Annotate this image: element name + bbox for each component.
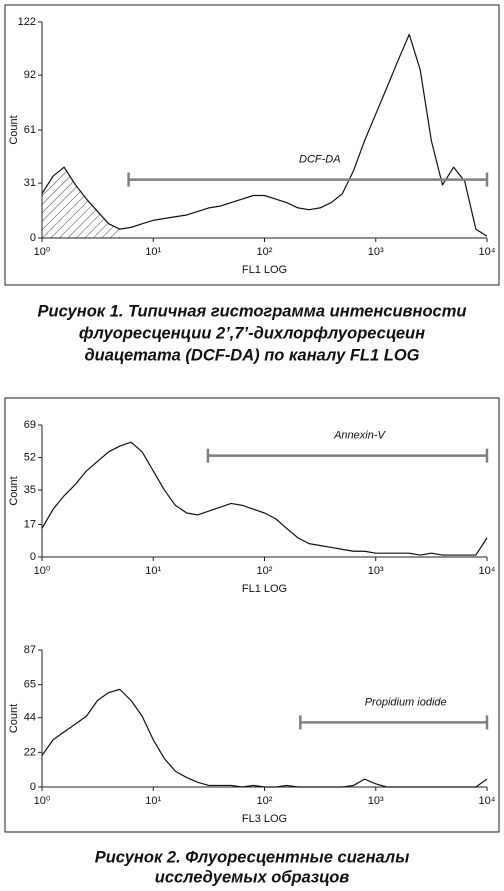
x-tick-label: 10³: [368, 565, 384, 577]
x-tick-label: 10²: [257, 565, 273, 577]
caption: Рисунок 1. Типичная гистограмма интенсив…: [38, 302, 467, 320]
y-tick-label: 0: [30, 232, 36, 244]
histogram-line: [41, 33, 488, 237]
x-tick-label: 10⁰: [34, 795, 51, 807]
y-axis-label: Count: [8, 704, 20, 733]
x-tick-label: 10⁰: [34, 246, 51, 258]
y-tick-label: 35: [24, 484, 36, 496]
y-tick-label: 92: [24, 69, 36, 81]
x-axis-label: FL1 LOG: [242, 583, 287, 595]
caption: диацетата (DCF-DA) по каналу FL1 LOG: [84, 346, 419, 364]
y-tick-label: 65: [24, 679, 36, 691]
y-tick-label: 69: [24, 419, 36, 431]
y-tick-label: 52: [24, 451, 36, 463]
y-axis-label: Count: [8, 115, 20, 144]
histogram-line: [41, 688, 488, 788]
caption: Рисунок 2. Флуоресцентные сигналы: [95, 848, 410, 866]
gate-label: Propidium iodide: [365, 696, 447, 708]
histogram-line: [41, 441, 488, 556]
y-tick-label: 17: [24, 518, 36, 530]
y-tick-label: 22: [24, 746, 36, 758]
y-tick-label: 0: [30, 551, 36, 563]
x-axis-label: FL1 LOG: [242, 264, 287, 276]
y-tick-label: 61: [24, 124, 36, 136]
frame: [4, 4, 500, 286]
x-tick-label: 10⁰: [34, 565, 51, 577]
y-tick-label: 87: [24, 644, 36, 656]
x-tick-label: 10²: [257, 795, 273, 807]
x-tick-label: 10³: [368, 246, 384, 258]
hatched-area: [42, 167, 120, 238]
x-tick-label: 10⁴: [479, 795, 496, 807]
x-tick-label: 10¹: [145, 246, 161, 258]
x-tick-label: 10¹: [145, 795, 161, 807]
caption: флуоресценции 2’,7’-дихлорфлуоресцеин: [79, 324, 425, 342]
x-tick-label: 10³: [368, 795, 384, 807]
y-tick-label: 122: [18, 16, 36, 28]
gate-label: DCF-DA: [299, 153, 341, 165]
gate-label: Annexin-V: [333, 430, 386, 442]
x-tick-label: 10¹: [145, 565, 161, 577]
frame: [4, 397, 500, 833]
caption: исследуемых образцов: [155, 868, 350, 886]
y-tick-label: 44: [24, 712, 36, 724]
x-tick-label: 10²: [257, 246, 273, 258]
y-tick-label: 0: [30, 781, 36, 793]
x-tick-label: 10⁴: [479, 246, 496, 258]
x-tick-label: 10⁴: [479, 565, 496, 577]
y-axis-label: Count: [8, 476, 20, 505]
x-axis-label: FL3 LOG: [242, 813, 287, 825]
y-tick-label: 31: [24, 177, 36, 189]
